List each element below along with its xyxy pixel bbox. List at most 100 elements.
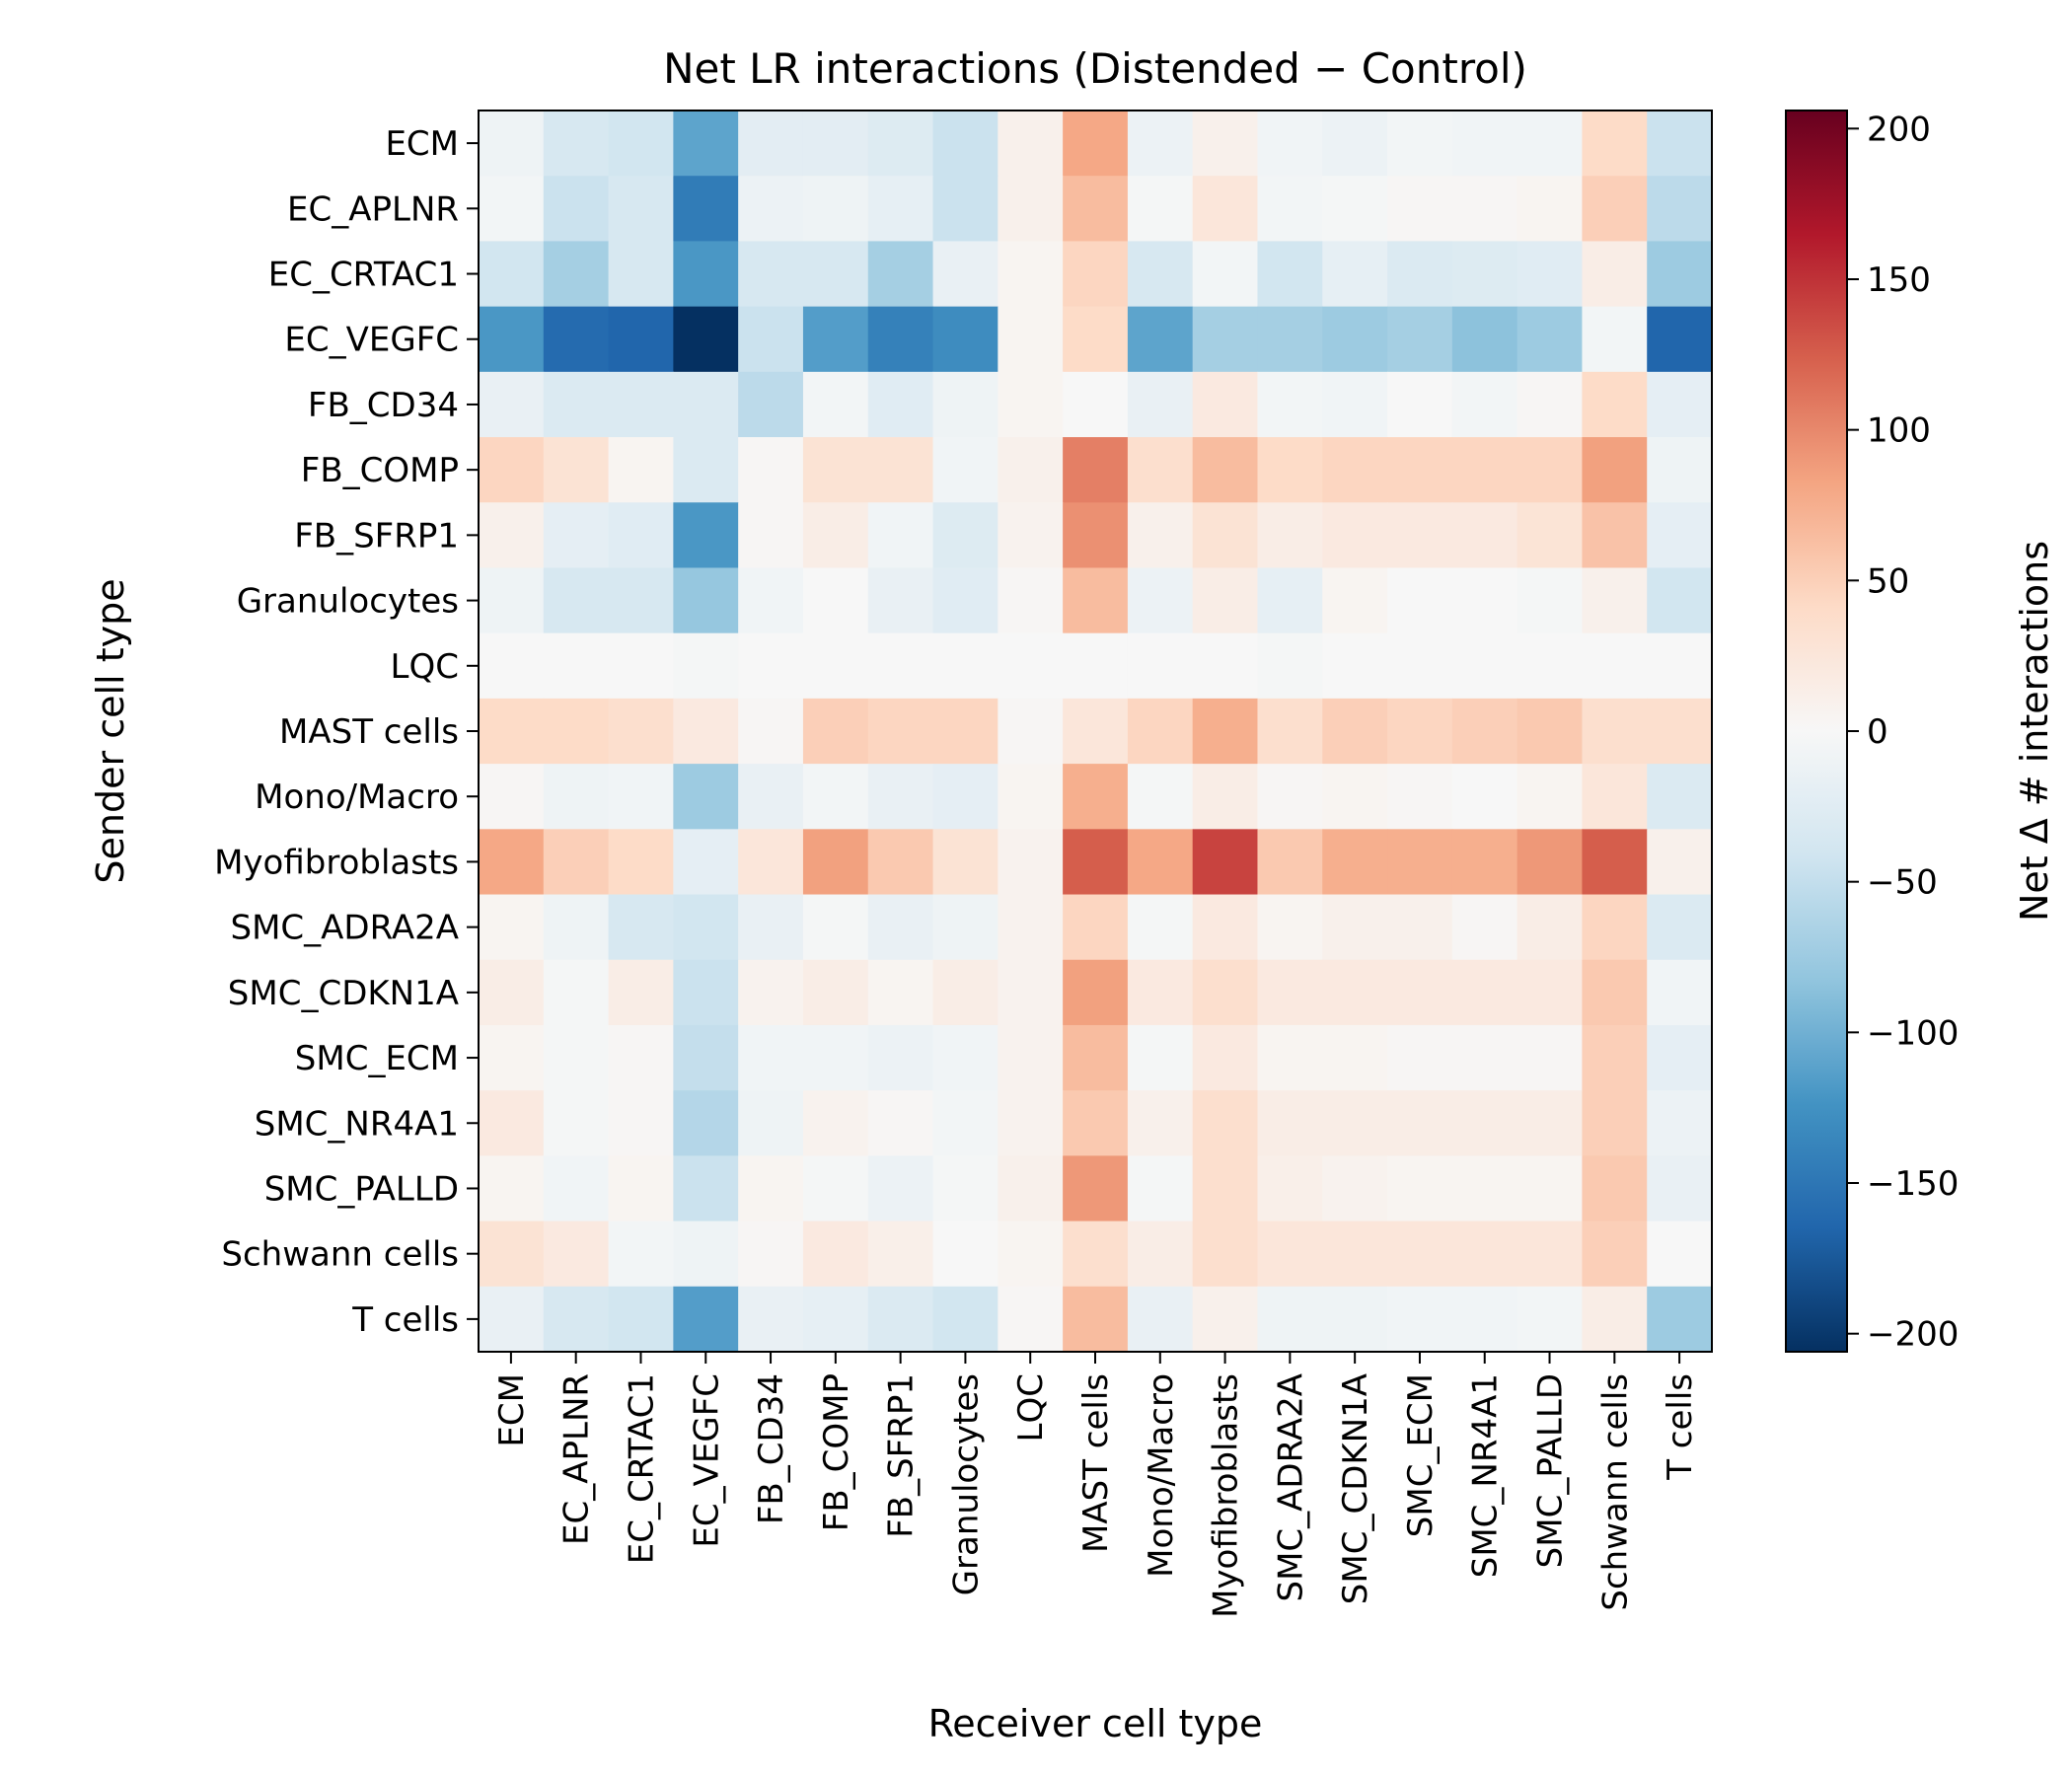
heatmap-cell (673, 371, 739, 438)
y-tick-label: FB_COMP (301, 451, 459, 490)
heatmap-cell (932, 502, 999, 569)
heatmap-cell (543, 1024, 610, 1091)
heatmap-cell (543, 306, 610, 373)
heatmap-cell (998, 1155, 1064, 1222)
heatmap-cell (479, 1286, 545, 1353)
heatmap-cell (1127, 894, 1194, 961)
heatmap-cell (1451, 1024, 1518, 1091)
heatmap-cell (608, 111, 674, 177)
heatmap-cell (802, 502, 869, 569)
heatmap-cell (1582, 959, 1648, 1026)
heatmap-cells (479, 111, 1713, 1353)
y-tick-label: EC_CRTAC1 (268, 256, 459, 295)
heatmap-cell (1582, 829, 1648, 896)
heatmap-cell (608, 1155, 674, 1222)
heatmap-cell (932, 176, 999, 243)
heatmap-cell (1387, 894, 1453, 961)
heatmap-cell (738, 764, 804, 830)
heatmap-cell (802, 764, 869, 830)
heatmap-cell (738, 894, 804, 961)
heatmap-cell (1192, 502, 1259, 569)
heatmap-cell (1451, 894, 1518, 961)
colorbar-label: Net Δ # interactions (2013, 541, 2056, 922)
heatmap-cell (479, 959, 545, 1026)
heatmap-cell (738, 371, 804, 438)
heatmap-cell (608, 1221, 674, 1288)
heatmap-cell (1322, 111, 1388, 177)
heatmap-cell (608, 1090, 674, 1156)
heatmap-cell (1582, 437, 1648, 503)
heatmap-cell (543, 176, 610, 243)
heatmap-cell (1257, 1155, 1323, 1222)
y-tick-label: SMC_NR4A1 (255, 1104, 459, 1144)
heatmap-cell (1257, 632, 1323, 700)
heatmap-cell (738, 1024, 804, 1091)
heatmap-cell (867, 1155, 934, 1222)
x-tick-label: SMC_NR4A1 (1466, 1373, 1506, 1578)
heatmap-cell (932, 894, 999, 961)
heatmap-cell (998, 111, 1064, 177)
heatmap-cell (867, 764, 934, 830)
x-tick-label: LQC (1011, 1373, 1051, 1442)
heatmap-cell (673, 959, 739, 1026)
heatmap-cell (479, 632, 545, 700)
heatmap-cell (1127, 176, 1194, 243)
heatmap-cell (1451, 1221, 1518, 1288)
heatmap-cell (1127, 698, 1194, 765)
y-tick-label: Granulocytes (237, 582, 459, 622)
heatmap-cell (543, 1221, 610, 1288)
heatmap-cell (1127, 306, 1194, 373)
heatmap-cell (1451, 111, 1518, 177)
heatmap-cell (543, 632, 610, 700)
heatmap-cell (738, 241, 804, 308)
y-tick-label: Mono/Macro (255, 777, 459, 817)
heatmap-cell (802, 698, 869, 765)
heatmap-cell (1063, 502, 1129, 569)
heatmap-cell (1647, 1090, 1713, 1156)
heatmap-cell (998, 632, 1064, 700)
heatmap-cell (1322, 1286, 1388, 1353)
heatmap-cell (998, 698, 1064, 765)
x-tick-label: Myofibroblasts (1207, 1373, 1246, 1618)
heatmap-cell (608, 567, 674, 634)
heatmap-cell (802, 241, 869, 308)
x-axis-ticks: ECM EC_APLNR EC_CRTAC1 EC_VEGFC FB_CD34 FB_CO… (492, 1352, 1700, 1618)
heatmap-cell (479, 176, 545, 243)
x-tick-label: SMC_ECM (1401, 1373, 1441, 1537)
heatmap-cell (1322, 371, 1388, 438)
heatmap-cell (543, 241, 610, 308)
heatmap-cell (1517, 894, 1584, 961)
heatmap-cell (543, 894, 610, 961)
heatmap-cell (1257, 567, 1323, 634)
heatmap-cell (738, 437, 804, 503)
x-tick-label: ECM (492, 1373, 532, 1447)
colorbar-tick-label: −150 (1867, 1164, 1959, 1204)
heatmap-cell (1647, 894, 1713, 961)
heatmap-cell (932, 437, 999, 503)
heatmap-cell (673, 1024, 739, 1091)
heatmap-cell (1257, 1221, 1323, 1288)
heatmap-cell (608, 241, 674, 308)
heatmap-cell (1582, 1155, 1648, 1222)
heatmap-cell (1647, 1221, 1713, 1288)
heatmap-cell (1387, 1090, 1453, 1156)
heatmap-cell (932, 632, 999, 700)
colorbar-tick-label: 0 (1867, 712, 1888, 752)
heatmap-cell (1582, 1090, 1648, 1156)
heatmap-cell (932, 567, 999, 634)
heatmap-cell (1647, 176, 1713, 243)
heatmap-cell (1387, 698, 1453, 765)
heatmap-cell (802, 632, 869, 700)
heatmap-cell (1647, 764, 1713, 830)
heatmap-cell (867, 698, 934, 765)
heatmap-cell (1192, 1155, 1259, 1222)
heatmap-cell (1127, 111, 1194, 177)
heatmap-cell (1647, 502, 1713, 569)
heatmap-cell (998, 959, 1064, 1026)
y-tick-label: SMC_ADRA2A (231, 909, 460, 948)
heatmap-cell (738, 567, 804, 634)
heatmap-cell (998, 502, 1064, 569)
x-tick-label: EC_APLNR (557, 1373, 597, 1545)
heatmap-cell (1647, 1286, 1713, 1353)
heatmap-cell (1387, 111, 1453, 177)
